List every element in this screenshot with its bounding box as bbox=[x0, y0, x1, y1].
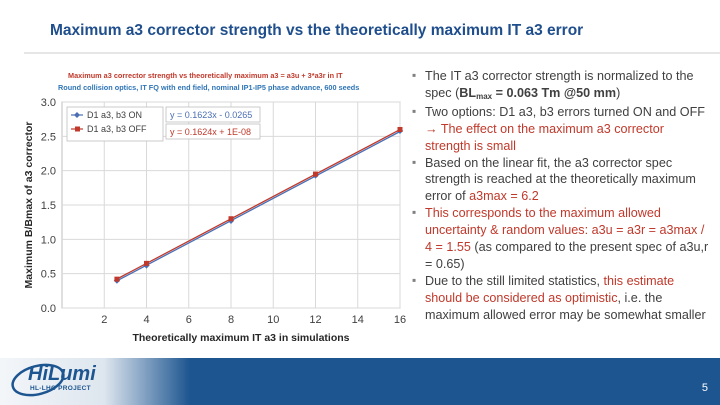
bullet-text: a3max = 6.2 bbox=[469, 189, 539, 204]
y-tick-label: 3.0 bbox=[41, 97, 56, 109]
x-tick-label: 10 bbox=[267, 314, 279, 326]
y-tick-label: 0.5 bbox=[41, 269, 56, 281]
bullet-text: max bbox=[476, 91, 493, 101]
bullet-marker-icon: ▪ bbox=[412, 154, 417, 169]
fit-line bbox=[116, 130, 401, 282]
bullet-item: ▪ Due to the still limited statistics, th… bbox=[412, 273, 712, 324]
bullet-text: Two options: D1 a3, b3 errors turned ON … bbox=[425, 104, 705, 119]
legend-entry: D1 a3, b3 ON bbox=[87, 110, 142, 120]
y-tick-label: 1.0 bbox=[41, 234, 56, 246]
y-axis-label: Maximum B/Bmax of a3 corrector bbox=[23, 122, 35, 289]
bullet-text: = 0.063 Tm @50 mm bbox=[492, 85, 617, 100]
x-tick-label: 2 bbox=[101, 314, 107, 326]
x-tick-label: 14 bbox=[352, 314, 364, 326]
legend-marker bbox=[74, 112, 80, 118]
x-tick-label: 6 bbox=[186, 314, 192, 326]
bullet-text: Based on the linear fit, the a3 correcto… bbox=[425, 155, 696, 204]
x-axis-label: Theoretically maximum IT a3 in simulatio… bbox=[132, 332, 349, 344]
fit-label-box bbox=[165, 106, 261, 123]
bullet-item: ▪ Two options: D1 a3, b3 errors turned ON… bbox=[412, 104, 712, 155]
bullet-item: ▪ The IT a3 corrector strength is normali… bbox=[412, 68, 712, 104]
bullet-text: Due to the still limited statistics, bbox=[425, 273, 604, 288]
x-tick-label: 16 bbox=[394, 314, 406, 326]
x-tick-label: 12 bbox=[309, 314, 321, 326]
legend-box bbox=[66, 106, 164, 142]
fit-label: y = 0.1624x + 1E-08 bbox=[170, 127, 251, 137]
bullet-text: this estimate should be considered as op… bbox=[425, 273, 675, 305]
bullet-text: a3u = a3r = a3max / 4 = 1.55 bbox=[425, 223, 705, 255]
data-point bbox=[313, 171, 318, 177]
bullet-text: (as compared to the present spec of a3u,… bbox=[425, 240, 709, 271]
fit-label-box bbox=[165, 123, 261, 140]
chart-subtitle: Round collision optics, IT FQ with end f… bbox=[58, 83, 359, 92]
x-tick-label: 8 bbox=[228, 314, 234, 326]
title-divider bbox=[24, 52, 720, 54]
logo-tagline: HL-LHC PROJECT bbox=[30, 385, 91, 392]
data-point bbox=[114, 276, 120, 282]
logo-name: HiLumi bbox=[28, 363, 96, 385]
footer-fade bbox=[0, 358, 190, 405]
y-tick-label: 1.5 bbox=[41, 200, 56, 212]
bullet-text: This corresponds to the maximum allowed … bbox=[425, 206, 661, 238]
chart: 0.0 0.5 1.0 1.5 2.0 2.5 3.0 2 4 6 8 10 12 14 16 Maximum… bbox=[20, 62, 418, 358]
x-tick-label: 4 bbox=[143, 314, 149, 326]
data-point bbox=[144, 260, 149, 266]
legend-entry: D1 a3, b3 OFF bbox=[87, 124, 147, 134]
chart-svg: 0.0 0.5 1.0 1.5 2.0 2.5 3.0 2 4 6 8 10 12 14 16 Maximum… bbox=[23, 71, 406, 344]
bullet-item: ▪ Based on the linear fit, the a3 correct… bbox=[412, 155, 712, 206]
slide-title: Maximum a3 corrector strength vs the the… bbox=[50, 22, 584, 39]
fit-label: y = 0.1623x - 0.0265 bbox=[170, 110, 252, 120]
bullet-text: , i.e. the maximum allowed error may be … bbox=[425, 290, 706, 322]
logo-swoosh-icon bbox=[11, 363, 65, 397]
y-tick-label: 2.0 bbox=[41, 166, 56, 178]
bullet-marker-icon: ▪ bbox=[412, 68, 417, 82]
bullet-marker-icon: ▪ bbox=[412, 103, 417, 118]
fit-line bbox=[116, 129, 401, 280]
bullet-item: ▪ This corresponds to the maximum allowed… bbox=[412, 205, 712, 273]
data-point bbox=[228, 216, 234, 222]
bullet-text: The IT a3 corrector strength is normaliz… bbox=[425, 69, 694, 100]
data-point bbox=[397, 126, 403, 132]
hilumi-logo: HiLumi HL-LHC PROJECT bbox=[8, 358, 118, 402]
y-tick-label: 2.5 bbox=[41, 131, 56, 143]
chart-title: Maximum a3 corrector strength vs theoret… bbox=[68, 71, 343, 80]
bullet-text: → The effect on the maximum a3 corrector… bbox=[425, 121, 664, 153]
page-number: 5 bbox=[701, 382, 708, 394]
bullet-marker-icon: ▪ bbox=[412, 272, 417, 287]
bullet-marker-icon: ▪ bbox=[412, 205, 417, 220]
y-tick-label: 0.0 bbox=[41, 303, 56, 315]
bullet-list: ▪ The IT a3 corrector strength is normali… bbox=[412, 68, 712, 324]
legend-marker bbox=[75, 126, 80, 132]
bullet-text: BL bbox=[459, 85, 477, 100]
bullet-text: ) bbox=[616, 85, 621, 100]
